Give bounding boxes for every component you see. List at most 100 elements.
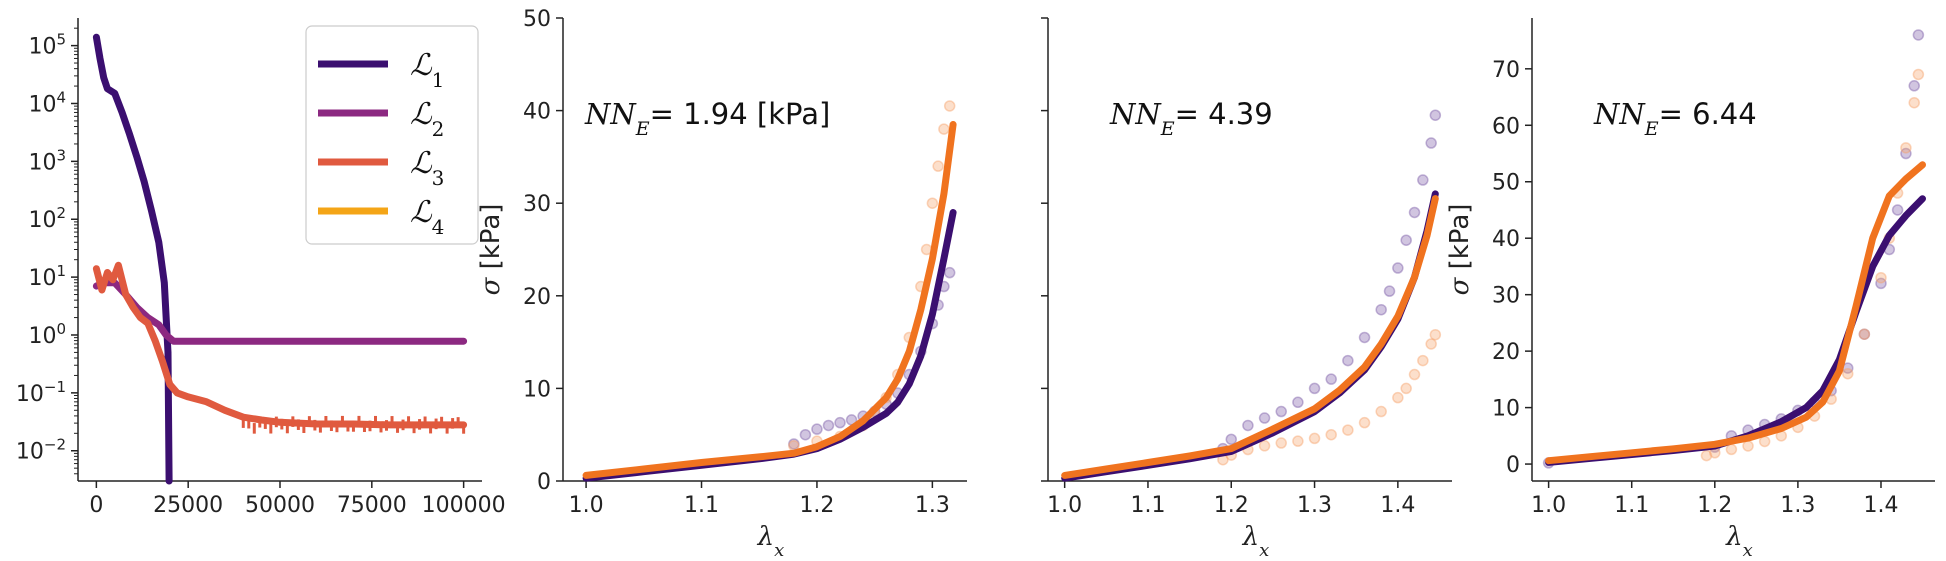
data-point	[1417, 354, 1429, 367]
legend-entry: ℒ1	[410, 48, 444, 92]
data-point	[1275, 405, 1287, 418]
chart-panel-2: 1.0 1.1 1.2 1.3 0 10 20 30 40 50 λx σ [kPa] NNE= 1.9…	[476, 7, 967, 561]
x-tick-label: 1.3	[1780, 493, 1815, 518]
x-tick-label: 100000	[422, 493, 506, 518]
series-line-l1	[92, 33, 173, 485]
x-tick-label: 1.1	[684, 493, 719, 518]
data-point	[1308, 432, 1321, 445]
data-point	[811, 423, 823, 435]
y-tick-label: 10	[1492, 397, 1520, 422]
x-axis-label: λx	[757, 522, 785, 561]
x-tick-label: 1.4	[1380, 493, 1415, 518]
y-tick-label: 0	[537, 470, 551, 495]
legend-entry: ℒ2	[410, 97, 444, 141]
y-tick-label: 30	[523, 192, 551, 217]
x-tick-label: 1.1	[1130, 493, 1165, 518]
y-tick-label: 70	[1492, 58, 1520, 83]
series-line-model-orange	[582, 121, 957, 479]
legend-entry: ℒ4	[410, 195, 444, 239]
data-point	[1258, 412, 1271, 424]
legend: ℒ1 ℒ2 ℒ3 ℒ4	[305, 25, 479, 245]
data-point	[1292, 435, 1304, 447]
data-point	[1375, 405, 1387, 418]
chart-panel-1: 0 25000 50000 75000 100000 10−2 10−1 100 101 102 1…	[16, 18, 506, 518]
data-point	[938, 123, 950, 135]
y-tick-label: 60	[1492, 114, 1520, 139]
y-tick-label: 0	[1506, 453, 1520, 478]
legend-entry: ℒ3	[410, 146, 444, 190]
y-tick-label: 50	[1492, 171, 1520, 196]
y-tick-label: 104	[28, 88, 66, 117]
data-point	[1225, 433, 1238, 446]
data-point	[788, 438, 800, 450]
data-point	[1358, 331, 1371, 344]
data-point	[1392, 262, 1404, 274]
nn-annotation: NNE= 4.39	[1109, 97, 1273, 140]
data-point	[1275, 437, 1287, 449]
data-point	[1408, 368, 1421, 381]
x-axis-label: λx	[1725, 522, 1753, 561]
x-tick-label: 1.2	[799, 493, 834, 518]
data-point	[1325, 428, 1337, 441]
data-point	[1292, 396, 1304, 409]
y-tick-label: 40	[523, 100, 551, 125]
data-point	[834, 416, 846, 429]
x-tick-label: 25000	[153, 493, 223, 518]
x-axis-label: λx	[1242, 522, 1270, 561]
data-point	[1858, 328, 1871, 340]
legend-frame	[305, 25, 479, 245]
y-axis-label: σ [kPa]	[1445, 204, 1475, 296]
y-axis-label: σ [kPa]	[476, 204, 506, 296]
data-point	[1400, 234, 1412, 246]
x-tick-label: 1.3	[1297, 493, 1332, 518]
x-tick-label: 1.2	[1697, 493, 1732, 518]
y-tick-label: 105	[28, 31, 66, 60]
x-tick-label: 1.0	[569, 493, 604, 518]
data-point	[1342, 424, 1354, 436]
nn-annotation: NNE= 1.94 [kPa]	[584, 97, 830, 140]
data-point	[1742, 440, 1754, 452]
x-tick-label: 1.4	[1863, 493, 1898, 518]
data-point	[1912, 29, 1925, 41]
series-line-model-purple	[1061, 190, 1439, 482]
y-tick-label: 20	[1492, 340, 1520, 365]
data-point	[1358, 416, 1371, 429]
series-line-l3	[92, 261, 468, 429]
x-tick-label: 1.0	[1531, 493, 1566, 518]
data-point	[943, 266, 956, 279]
y-tick-label: 10−1	[16, 378, 66, 407]
data-point	[1758, 435, 1771, 448]
x-tick-label: 1.0	[1047, 493, 1082, 518]
data-point	[1425, 338, 1437, 350]
y-tick-label: 20	[523, 285, 551, 310]
data-point	[1342, 354, 1354, 367]
x-tick-label: 1.2	[1214, 493, 1249, 518]
y-tick-label: 10−2	[16, 436, 66, 465]
data-point	[1700, 449, 1713, 462]
data-point	[799, 428, 812, 441]
series-line-model-purple	[582, 209, 957, 482]
data-point	[1891, 204, 1904, 216]
data-point	[1425, 137, 1437, 149]
x-tick-label: 50000	[245, 493, 315, 518]
y-tick-label: 50	[523, 7, 551, 32]
data-point	[1900, 147, 1912, 160]
x-tick-label: 75000	[337, 493, 407, 518]
data-point	[822, 419, 835, 432]
chart-panel-3: 1.0 1.1 1.2 1.3 1.4 λx NNE= 4.39	[1041, 17, 1452, 561]
y-tick-label: 101	[28, 262, 66, 291]
data-point	[1325, 373, 1337, 385]
data-point	[1242, 419, 1254, 432]
data-point	[1375, 303, 1387, 316]
data-point	[1400, 382, 1412, 395]
data-point	[926, 197, 939, 209]
x-tick-label: 1.1	[1614, 493, 1649, 518]
y-tick-label: 10	[523, 377, 551, 402]
x-tick-label: 0	[89, 493, 103, 518]
data-point	[1875, 271, 1887, 284]
data-point	[1842, 367, 1854, 380]
data-point	[932, 160, 944, 172]
y-tick-label: 102	[28, 204, 66, 233]
chart-panel-4: 1.0 1.1 1.2 1.3 1.4 0 10 20 30 40 50 60 70 λx σ [kPa] N…	[1445, 18, 1935, 561]
